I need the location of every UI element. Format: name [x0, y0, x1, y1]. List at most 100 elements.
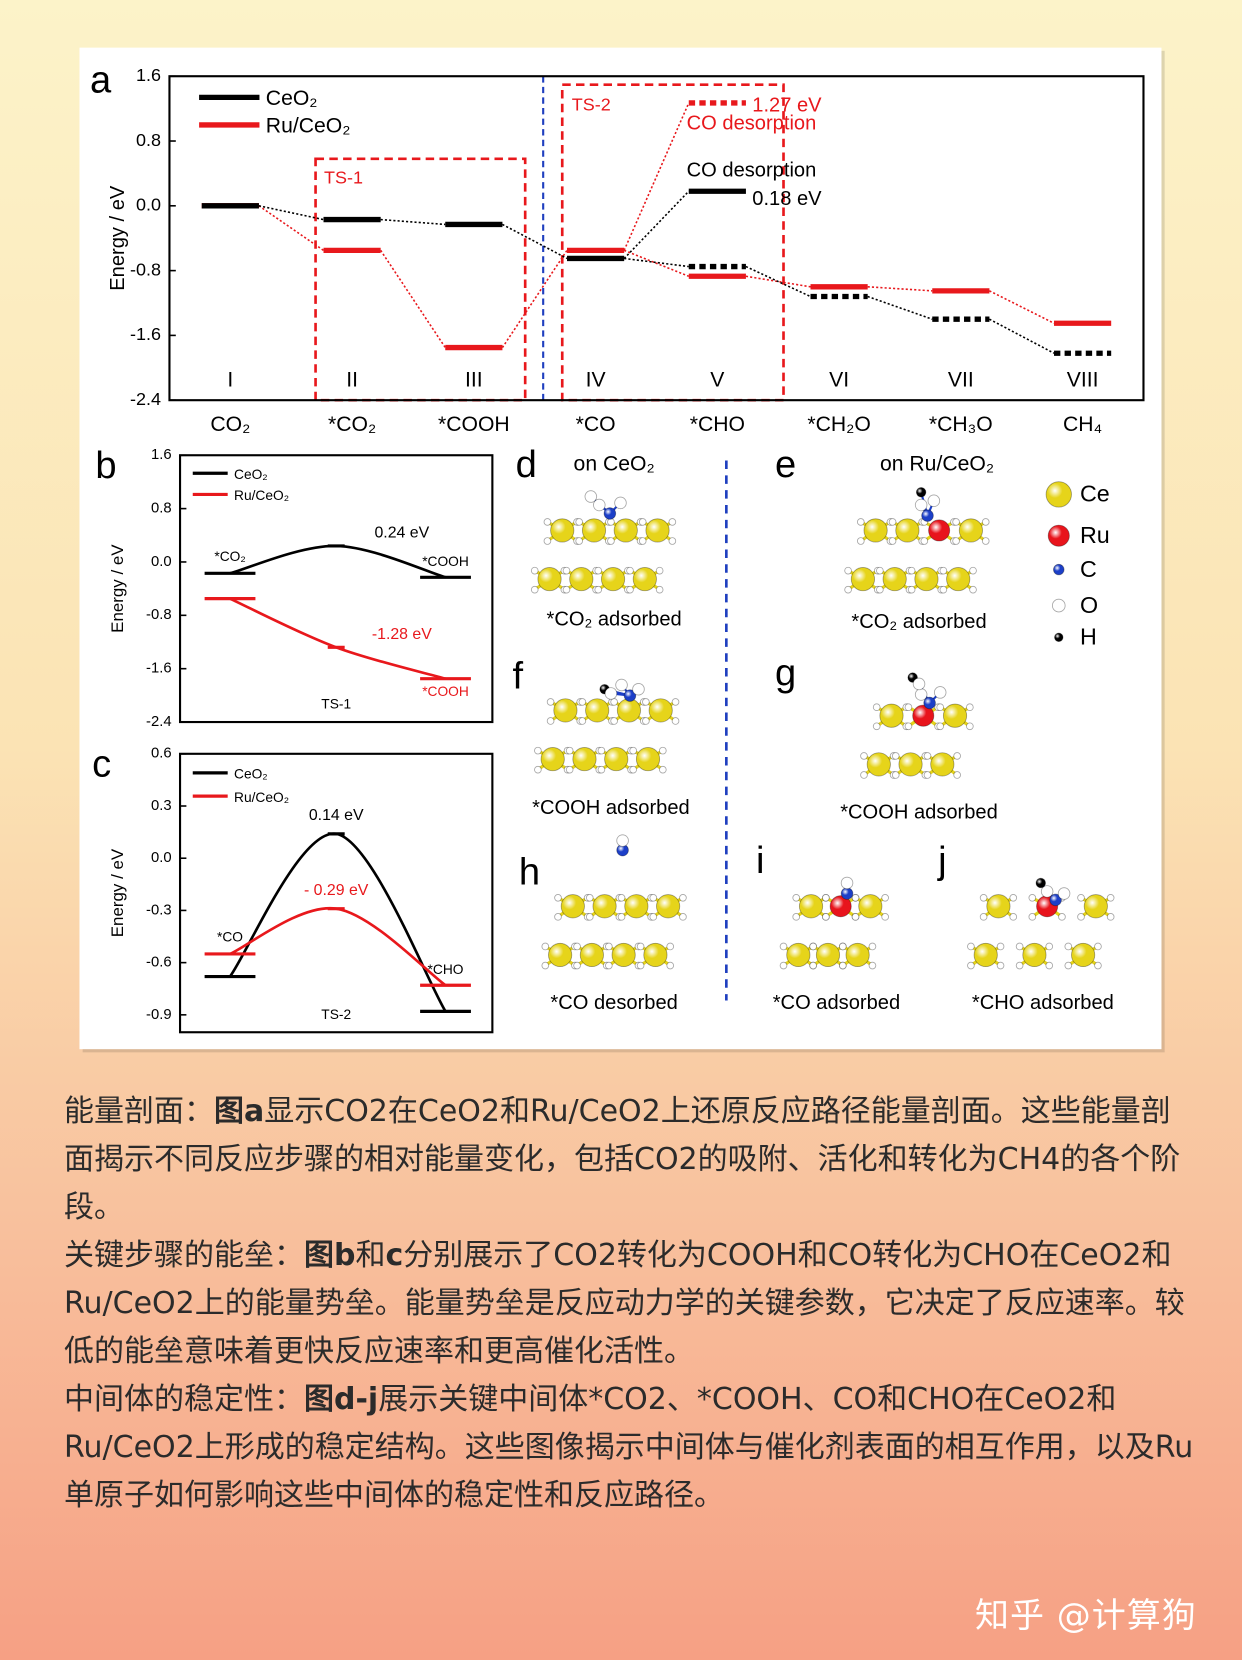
- desorption-value: 0.18 eV: [752, 188, 822, 210]
- atom: [1045, 961, 1054, 970]
- atom: [642, 717, 650, 725]
- legend-label: CeO₂: [234, 467, 268, 482]
- category-label: *COOH: [422, 554, 469, 569]
- atom: [629, 765, 637, 774]
- atom: [562, 566, 571, 575]
- atom: [996, 942, 1005, 951]
- atom: [923, 752, 932, 760]
- atom: [1053, 563, 1065, 576]
- connector: [623, 249, 690, 278]
- atom: [530, 566, 539, 575]
- atom: [1057, 887, 1071, 900]
- atom: [655, 566, 664, 575]
- atom: [898, 752, 923, 777]
- atom: [851, 913, 860, 921]
- value-label: 0.24 eV: [374, 524, 429, 541]
- atom: [1015, 961, 1024, 970]
- atom: [844, 566, 852, 575]
- atom: [952, 537, 960, 545]
- atom-legend-label: Ce: [1080, 481, 1110, 507]
- atom: [607, 537, 615, 545]
- atom: [888, 537, 897, 545]
- legend-label: CeO₂: [234, 767, 268, 782]
- atom: [1022, 942, 1047, 968]
- legend-label: Ru/CeO₂: [234, 488, 289, 503]
- atom: [923, 696, 936, 710]
- atom: [679, 913, 687, 921]
- atom: [1077, 893, 1085, 902]
- atom: [928, 519, 951, 542]
- atom-legend-label: O: [1080, 592, 1098, 618]
- panel-caption: *CO adsorbed: [773, 992, 900, 1014]
- category-label: *CO: [217, 930, 243, 945]
- y-tick-label: -1.6: [130, 324, 161, 344]
- plot-frame: [178, 752, 494, 1034]
- atom: [569, 567, 594, 592]
- atom: [876, 566, 884, 575]
- atom: [1028, 893, 1037, 902]
- atom: [904, 703, 913, 712]
- y-axis-label: Energy / eV: [107, 185, 129, 291]
- atom: [1009, 913, 1018, 921]
- panel-letter: e: [775, 444, 796, 486]
- atom: [649, 893, 658, 902]
- atom: [1106, 893, 1115, 902]
- ts-label: TS-1: [324, 168, 363, 188]
- atom: [546, 717, 555, 725]
- atom: [642, 698, 650, 706]
- atom: [923, 771, 932, 779]
- atom: [562, 585, 571, 594]
- paragraph: 能量剖面：图a显示CO2在CeO2和Ru/CeO2上还原反应路径能量剖面。这些能…: [64, 1088, 1194, 1232]
- panel-letter: b: [95, 445, 116, 487]
- atom: [868, 961, 877, 970]
- connector: [989, 290, 1055, 324]
- x-tick-label: *CO: [576, 413, 616, 436]
- atom: [1049, 893, 1062, 907]
- atom: [579, 942, 604, 968]
- atom: [815, 942, 841, 968]
- atom: [1077, 913, 1085, 921]
- atom: [779, 942, 788, 951]
- x-tick-label: *CHO: [690, 413, 745, 436]
- atom: [659, 746, 667, 755]
- atom: [1064, 961, 1073, 970]
- atom: [912, 677, 926, 691]
- atom: [1040, 885, 1054, 898]
- atom: [656, 894, 681, 919]
- description: 能量剖面：图a显示CO2在CeO2和Ru/CeO2上还原反应路径能量剖面。这些能…: [64, 1088, 1194, 1520]
- atom: [616, 834, 629, 847]
- atom: [543, 537, 552, 545]
- atom: [845, 942, 870, 968]
- atom: [881, 913, 889, 921]
- atom: [610, 717, 618, 725]
- y-tick-label: -0.9: [146, 1007, 172, 1023]
- atom: [936, 703, 945, 712]
- atom: [914, 688, 928, 701]
- atom: [856, 518, 865, 526]
- atom: [636, 942, 645, 951]
- atom: [605, 942, 613, 951]
- atom: [550, 518, 575, 543]
- x-tick-label: CO₂: [210, 413, 250, 436]
- panel-letter: f: [512, 656, 523, 698]
- atom: [953, 752, 961, 760]
- atom: [594, 585, 603, 594]
- x-tick-label: *CH₃O: [929, 413, 993, 436]
- atom: [611, 942, 636, 968]
- panel-caption: *CO desorbed: [550, 992, 677, 1014]
- y-tick-label: 1.6: [136, 65, 161, 85]
- atom: [626, 585, 634, 594]
- atom: [655, 585, 664, 594]
- atom: [914, 567, 939, 592]
- atom-legend-label: H: [1080, 624, 1097, 650]
- y-tick-label: -1.6: [146, 661, 172, 677]
- atom: [860, 752, 868, 760]
- atom: [822, 893, 830, 902]
- atom: [585, 893, 594, 902]
- atom: [666, 942, 675, 951]
- atom: [881, 893, 889, 902]
- watermark: 知乎 @计算狗: [975, 1596, 1197, 1636]
- atom: [1094, 961, 1102, 970]
- panel-letter: h: [519, 852, 540, 894]
- atom: [617, 893, 626, 902]
